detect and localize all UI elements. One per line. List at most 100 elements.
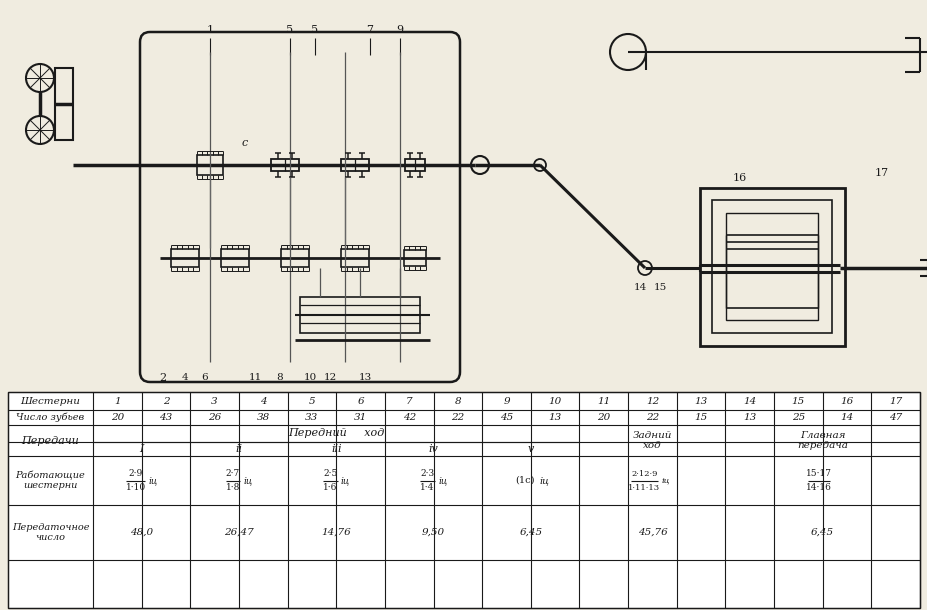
Text: iц: iц bbox=[438, 476, 447, 485]
Text: 11: 11 bbox=[597, 396, 610, 406]
Text: 12: 12 bbox=[323, 373, 337, 382]
Text: 1·8: 1·8 bbox=[225, 483, 240, 492]
Text: 3: 3 bbox=[211, 396, 218, 406]
Text: iц: iц bbox=[340, 476, 349, 485]
Text: 2·12·9: 2·12·9 bbox=[630, 470, 657, 478]
Text: 5: 5 bbox=[309, 396, 315, 406]
Text: 15: 15 bbox=[791, 396, 804, 406]
Text: iv: iv bbox=[428, 444, 438, 454]
Text: 14,76: 14,76 bbox=[321, 528, 350, 537]
Text: 22: 22 bbox=[645, 413, 658, 422]
Bar bbox=[171, 249, 198, 267]
Text: 1·4: 1·4 bbox=[420, 483, 434, 492]
Text: ii: ii bbox=[235, 444, 242, 454]
Text: 45: 45 bbox=[500, 413, 513, 422]
Text: 33: 33 bbox=[305, 413, 318, 422]
Text: 2·3: 2·3 bbox=[420, 469, 434, 478]
Bar bbox=[281, 249, 309, 267]
Text: 7: 7 bbox=[366, 25, 373, 35]
Text: 15: 15 bbox=[693, 413, 707, 422]
Text: Главная
передача: Главная передача bbox=[796, 431, 847, 450]
Text: 11: 11 bbox=[248, 373, 261, 382]
Bar bbox=[299, 297, 420, 333]
Text: 14·16: 14·16 bbox=[805, 483, 831, 492]
Text: 1·11·13: 1·11·13 bbox=[628, 484, 660, 492]
Text: 16: 16 bbox=[732, 173, 746, 183]
Text: 20: 20 bbox=[110, 413, 124, 422]
Text: 4: 4 bbox=[260, 396, 266, 406]
Text: 38: 38 bbox=[257, 413, 270, 422]
Text: 13: 13 bbox=[743, 413, 756, 422]
Text: 8: 8 bbox=[276, 373, 283, 382]
Bar bbox=[699, 188, 844, 346]
Text: 6: 6 bbox=[201, 373, 208, 382]
Text: 6: 6 bbox=[357, 396, 363, 406]
Text: iii: iii bbox=[331, 444, 341, 454]
Text: Шестерни: Шестерни bbox=[20, 396, 81, 406]
Text: 48,0: 48,0 bbox=[130, 528, 153, 537]
Text: 13: 13 bbox=[693, 396, 707, 406]
Text: 12: 12 bbox=[645, 396, 658, 406]
Bar bbox=[340, 249, 369, 267]
Text: 31: 31 bbox=[353, 413, 367, 422]
Text: 1: 1 bbox=[114, 396, 121, 406]
Text: Передний     ход: Передний ход bbox=[287, 428, 384, 439]
Text: 26: 26 bbox=[208, 413, 221, 422]
Text: Передачи: Передачи bbox=[21, 436, 80, 445]
Text: Работающие
шестерни: Работающие шестерни bbox=[16, 471, 85, 490]
Text: 10: 10 bbox=[303, 373, 316, 382]
Text: 4: 4 bbox=[182, 373, 188, 382]
Text: 2: 2 bbox=[159, 373, 166, 383]
Text: 10: 10 bbox=[548, 396, 561, 406]
Bar bbox=[404, 159, 425, 171]
Text: 5: 5 bbox=[311, 25, 318, 35]
Text: 43: 43 bbox=[159, 413, 172, 422]
Text: iц: iц bbox=[148, 476, 158, 485]
Text: 14: 14 bbox=[633, 284, 646, 293]
Bar bbox=[55, 68, 73, 140]
Text: iц: iц bbox=[661, 476, 669, 484]
Text: 5: 5 bbox=[286, 25, 293, 35]
Bar bbox=[8, 392, 919, 608]
Text: 22: 22 bbox=[451, 413, 464, 422]
Bar bbox=[725, 213, 817, 320]
Text: (1c): (1c) bbox=[514, 476, 534, 485]
Text: 15: 15 bbox=[653, 284, 666, 293]
Bar bbox=[271, 159, 298, 171]
Text: 1·6: 1·6 bbox=[323, 483, 337, 492]
Text: 15·17: 15·17 bbox=[805, 469, 831, 478]
Text: 25: 25 bbox=[791, 413, 804, 422]
Text: 9,50: 9,50 bbox=[422, 528, 445, 537]
Bar bbox=[711, 200, 832, 333]
Text: 7: 7 bbox=[405, 396, 413, 406]
Text: Число зубьев: Число зубьев bbox=[17, 413, 84, 422]
Text: 16: 16 bbox=[840, 396, 853, 406]
Text: 26,47: 26,47 bbox=[223, 528, 254, 537]
Text: Задний
ход: Задний ход bbox=[632, 431, 671, 450]
Bar bbox=[197, 155, 222, 175]
Text: 17: 17 bbox=[888, 396, 901, 406]
Text: 17: 17 bbox=[874, 168, 888, 178]
Bar bbox=[221, 249, 248, 267]
Bar bbox=[340, 159, 369, 171]
Text: 14: 14 bbox=[840, 413, 853, 422]
Text: 20: 20 bbox=[597, 413, 610, 422]
Text: v: v bbox=[527, 444, 533, 454]
Text: 6,45: 6,45 bbox=[519, 528, 541, 537]
Text: 42: 42 bbox=[402, 413, 415, 422]
Text: 2·7: 2·7 bbox=[225, 469, 240, 478]
Text: 47: 47 bbox=[888, 413, 901, 422]
Text: 14: 14 bbox=[743, 396, 756, 406]
Text: 2·5: 2·5 bbox=[323, 469, 337, 478]
Text: 13: 13 bbox=[548, 413, 561, 422]
Text: 6,45: 6,45 bbox=[810, 528, 833, 537]
Text: 9: 9 bbox=[396, 25, 403, 35]
Text: 13: 13 bbox=[358, 373, 371, 382]
FancyBboxPatch shape bbox=[140, 32, 460, 382]
Text: iц: iц bbox=[540, 476, 549, 485]
Text: iц: iц bbox=[244, 476, 252, 485]
Text: 1·10: 1·10 bbox=[125, 483, 146, 492]
Text: 2: 2 bbox=[162, 396, 169, 406]
Text: 8: 8 bbox=[454, 396, 461, 406]
Text: 45,76: 45,76 bbox=[637, 528, 667, 537]
